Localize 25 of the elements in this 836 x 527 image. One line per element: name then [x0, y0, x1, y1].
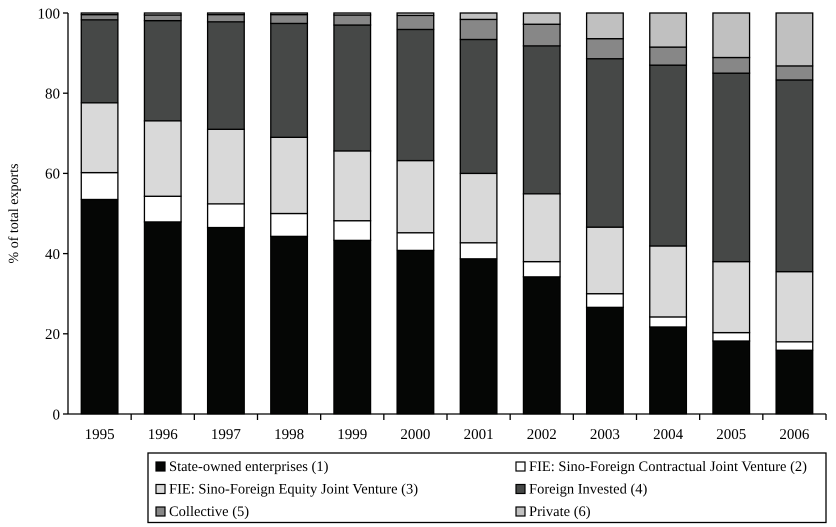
legend-label: Collective (5) [169, 504, 250, 520]
y-tick-label: 80 [45, 86, 60, 102]
x-tick-label: 2004 [653, 427, 684, 443]
x-tick-label: 2006 [779, 427, 810, 443]
x-tick-label: 2005 [716, 427, 746, 443]
legend-label: FIE: Sino-Foreign Contractual Joint Venture (2) [529, 459, 808, 475]
x-tick-label: 2003 [590, 427, 620, 443]
y-axis-title: % of total exports [7, 164, 22, 264]
x-tick-label: 1995 [84, 427, 115, 443]
y-tick-label: 40 [45, 246, 60, 263]
y-tick-label: 20 [45, 327, 60, 344]
y-tick-label: 60 [45, 166, 60, 183]
x-tick-label: 1997 [210, 427, 242, 443]
x-tick-label: 1998 [274, 427, 304, 443]
legend-label: State-owned enterprises (1) [169, 459, 329, 475]
y-tick-label: 100 [38, 6, 60, 22]
x-tick-label: 1996 [148, 427, 178, 443]
x-tick-label: 2002 [526, 427, 557, 443]
legend-label: FIE: Sino-Foreign Equity Joint Venture (3) [169, 482, 418, 498]
legend-label: Private (6) [529, 504, 591, 520]
legend-label: Foreign Invested (4) [529, 482, 648, 498]
x-tick-label: 1999 [337, 427, 368, 443]
x-tick-label: 2001 [464, 427, 494, 443]
x-tick-label: 2000 [400, 427, 430, 443]
y-tick-label: 0 [52, 407, 60, 424]
